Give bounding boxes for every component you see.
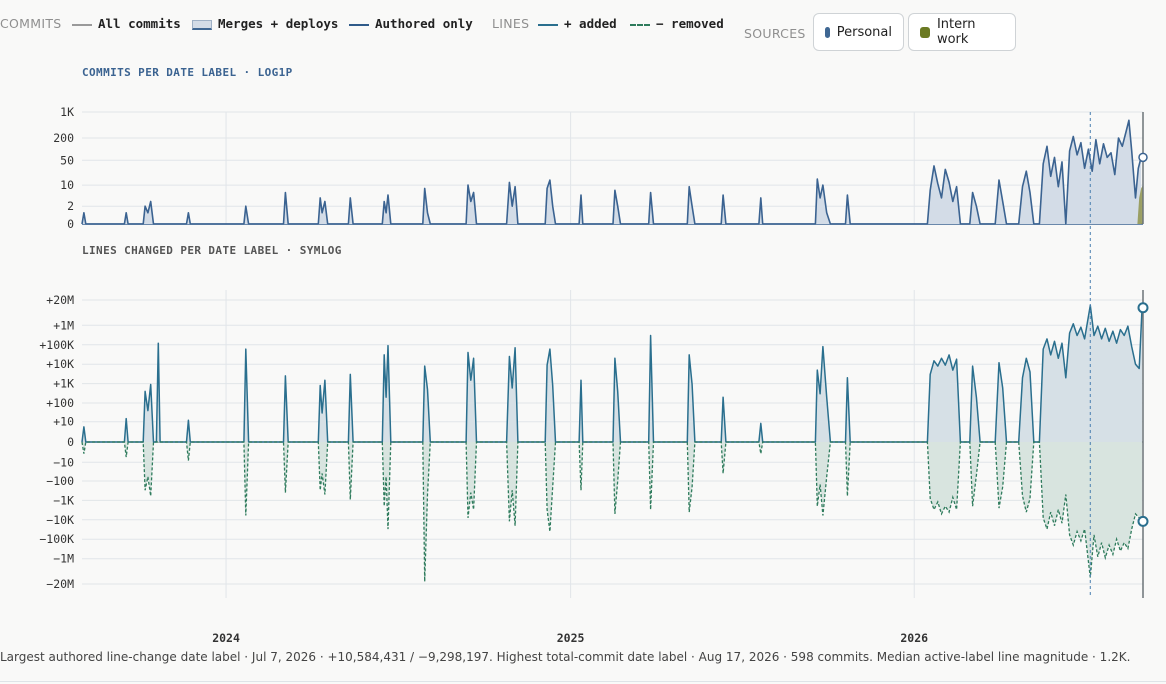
legend-row: COMMITS All commits Merges + deploys Aut…: [0, 0, 1166, 60]
lines-y-tick: −10: [53, 455, 74, 469]
merges-deploys-area: [82, 120, 1142, 224]
all-commits-swatch: [72, 23, 92, 26]
added-swatch: [538, 23, 558, 26]
commits-y-tick: 10: [60, 178, 74, 192]
commits-panel-title: COMMITS PER DATE LABEL · LOG1P: [82, 66, 293, 79]
legend-all-commits-label: All commits: [98, 16, 181, 31]
personal-swatch: [825, 26, 830, 38]
legend-removed-label: − removed: [656, 16, 724, 31]
lines-y-tick: +20M: [46, 293, 74, 307]
commits-y-tick: 1K: [60, 105, 74, 119]
legend-merges-deploys[interactable]: Merges + deploys: [192, 16, 338, 31]
commits-y-tick: 2: [67, 199, 74, 213]
source-intern-label: Intern work: [936, 17, 976, 47]
legend-authored-only-label: Authored only: [375, 16, 473, 31]
x-axis-year-label: 2025: [557, 631, 585, 645]
lines-y-tick: +1K: [53, 377, 74, 391]
source-personal-label: Personal: [836, 24, 892, 40]
sources-legend-label: SOURCES: [744, 26, 806, 41]
commits-legend-label: COMMITS: [0, 16, 62, 31]
intern-work-area: [1137, 185, 1143, 224]
removed-area: [82, 442, 1143, 582]
commits-cursor-dot: [1138, 152, 1148, 163]
lines-y-tick: −100: [46, 474, 74, 488]
lines-panel-title: LINES CHANGED PER DATE LABEL · SYMLOG: [82, 244, 342, 257]
lines-y-tick: +1M: [53, 318, 74, 332]
x-axis-year-label: 2024: [212, 631, 240, 645]
merges-deploys-swatch: [192, 19, 212, 30]
legend-authored-only[interactable]: Authored only: [349, 16, 473, 31]
x-axis-year-label: 2026: [900, 631, 928, 645]
source-personal-button[interactable]: Personal: [813, 13, 904, 51]
commits-y-tick: 0: [67, 217, 74, 231]
legend-all-commits[interactable]: All commits: [72, 16, 181, 31]
legend-added[interactable]: + added: [538, 16, 617, 31]
legend-merges-deploys-label: Merges + deploys: [218, 16, 339, 31]
authored-only-swatch: [349, 23, 369, 26]
source-intern-button[interactable]: Intern work: [908, 13, 1016, 51]
lines-y-tick: −100K: [39, 532, 74, 546]
summary-text: Largest authored line-change date label …: [0, 650, 1131, 664]
authored-only-line: [81, 119, 1142, 225]
lines-legend-label: LINES: [492, 16, 530, 31]
lines-y-tick: +10: [53, 415, 74, 429]
lines-y-tick: +100: [46, 396, 74, 410]
commits-y-tick: 200: [53, 131, 74, 145]
lines-y-tick: −10K: [46, 513, 74, 527]
removed-cursor-dot: [1137, 515, 1149, 527]
bottom-divider: [0, 681, 1166, 682]
legend-removed[interactable]: − removed: [630, 16, 724, 31]
lines-y-tick: +10K: [46, 357, 74, 371]
lines-y-tick: 0: [67, 435, 74, 449]
commits-y-tick: 50: [60, 153, 74, 167]
removed-swatch: [630, 23, 650, 26]
intern-swatch: [920, 26, 930, 38]
lines-y-tick: −1K: [53, 493, 74, 507]
added-cursor-dot: [1137, 302, 1149, 314]
legend-added-label: + added: [564, 16, 617, 31]
lines-y-tick: −20M: [46, 577, 74, 591]
removed-line: [81, 441, 1143, 582]
lines-y-tick: −1M: [53, 552, 74, 566]
lines-y-tick: +100K: [39, 338, 74, 352]
